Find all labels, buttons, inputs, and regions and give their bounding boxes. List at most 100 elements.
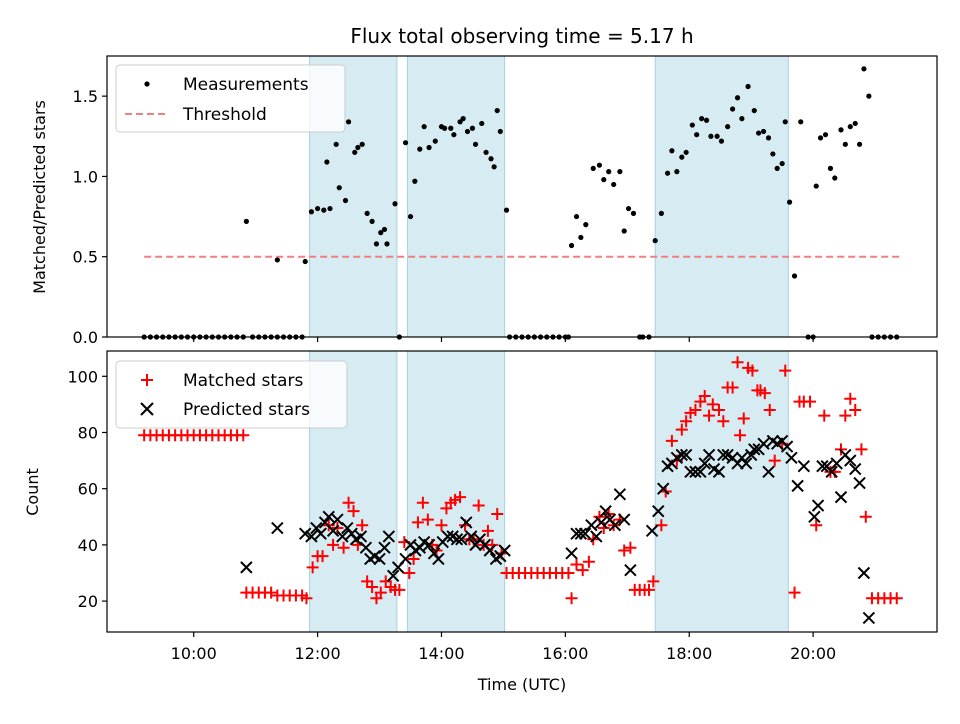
top-series-0-point-132 bbox=[817, 135, 824, 141]
top-ylabel: Matched/Predicted stars bbox=[30, 100, 49, 294]
bottom-series-0-point-30 bbox=[316, 550, 329, 563]
top-series-0-point-62 bbox=[464, 128, 471, 135]
bottom-series-1-point-92 bbox=[811, 499, 825, 512]
bottom-series-0-point-138 bbox=[859, 510, 872, 523]
top-series-0-point-41 bbox=[364, 210, 370, 216]
bottom-ytick-label-4: 100 bbox=[67, 367, 98, 386]
bottom-series-0-point-83 bbox=[582, 555, 595, 568]
bottom-series-0-point-109 bbox=[712, 404, 725, 417]
top-series-0-point-37 bbox=[345, 119, 352, 125]
top-series-0-point-33 bbox=[327, 205, 333, 212]
top-series-0-point-49 bbox=[402, 140, 409, 146]
top-series-0-point-126 bbox=[786, 199, 793, 205]
bottom-series-0-point-112 bbox=[726, 381, 739, 394]
bottom-xlabel: Time (UTC) bbox=[477, 675, 566, 694]
bottom-series-1-point-97 bbox=[834, 490, 848, 504]
bottom-series-0-point-104 bbox=[689, 404, 702, 417]
bottom-series-1-point-91 bbox=[808, 510, 821, 523]
bottom-series-1-point-20 bbox=[382, 530, 396, 543]
top-series-0-point-57 bbox=[441, 125, 448, 131]
bottom-series-1-point-100 bbox=[849, 462, 862, 476]
bottom-series-1-point-10 bbox=[336, 530, 349, 543]
top-series-0-point-142 bbox=[866, 93, 872, 99]
top-series-0-point-28 bbox=[302, 258, 308, 265]
top-series-0-point-40 bbox=[359, 141, 365, 147]
legend-measurements-marker bbox=[144, 81, 150, 87]
bottom-series-0-point-52 bbox=[421, 513, 434, 526]
top-series-0-point-83 bbox=[568, 242, 575, 249]
bottom-xtick-label-5: 20:00 bbox=[790, 644, 836, 663]
top-series-0-point-44 bbox=[378, 230, 384, 236]
top-legend-box bbox=[115, 64, 346, 133]
bottom-series-1-point-101 bbox=[853, 476, 866, 490]
bottom-series-1-point-82 bbox=[757, 437, 770, 450]
top-series-0-point-99 bbox=[652, 238, 658, 244]
top-series-0-point-60 bbox=[457, 119, 463, 125]
bottom-series-0-point-63 bbox=[472, 499, 485, 512]
bottom-series-0-point-32 bbox=[327, 538, 340, 551]
bottom-series-0-point-82 bbox=[576, 564, 589, 577]
bottom-series-0-point-115 bbox=[737, 412, 750, 425]
bottom-series-1-point-47 bbox=[574, 527, 588, 540]
top-series-0-point-31 bbox=[321, 207, 327, 213]
bottom-series-0-point-113 bbox=[731, 356, 744, 369]
top-series-0-point-47 bbox=[392, 201, 398, 207]
top-series-0-point-23 bbox=[274, 257, 280, 263]
top-series-0-point-65 bbox=[479, 120, 485, 127]
bottom-series-1-point-87 bbox=[780, 440, 794, 453]
top-series-0-point-87 bbox=[590, 165, 596, 171]
bottom-series-0-point-121 bbox=[763, 404, 776, 417]
bottom-series-0-point-28 bbox=[306, 561, 319, 574]
bottom-series-0-point-124 bbox=[779, 364, 792, 377]
bottom-series-1-point-19 bbox=[378, 541, 391, 554]
top-series-0-point-85 bbox=[578, 234, 584, 241]
top-series-0-point-45 bbox=[381, 226, 388, 233]
top-series-0-point-135 bbox=[832, 175, 838, 181]
bottom-series-0-point-128 bbox=[804, 395, 817, 408]
top-series-0-point-125 bbox=[782, 119, 788, 125]
top-axes-frame bbox=[106, 55, 938, 338]
bottom-series-1-point-23 bbox=[399, 552, 412, 566]
bottom-series-0-point-49 bbox=[407, 552, 420, 565]
bottom-series-0-point-51 bbox=[416, 496, 429, 509]
top-series-0-point-102 bbox=[669, 148, 675, 154]
top-series-0-point-88 bbox=[596, 162, 603, 168]
bottom-series-0-point-46 bbox=[393, 583, 406, 596]
top-series-0-point-111 bbox=[714, 133, 720, 139]
bottom-series-1-point-65 bbox=[679, 448, 693, 462]
bottom-series-1-point-9 bbox=[331, 513, 344, 526]
bottom-series-1-point-51 bbox=[595, 516, 608, 529]
top-series-0-point-140 bbox=[856, 141, 863, 147]
bottom-xtick-label-3: 16:00 bbox=[542, 644, 588, 663]
top-series-0-point-101 bbox=[664, 170, 671, 176]
bottom-legend: Matched stars Predicted stars bbox=[115, 360, 348, 429]
bottom-series-0-point-117 bbox=[746, 364, 759, 377]
top-series-0-point-104 bbox=[679, 154, 685, 160]
bottom-series-0-point-80 bbox=[565, 592, 578, 605]
top-series-0-point-54 bbox=[426, 144, 432, 151]
bottom-series-0-point-106 bbox=[698, 389, 711, 402]
legend-measurements-label: Measurements bbox=[183, 75, 309, 95]
bottom-ytick-label-1: 40 bbox=[78, 536, 98, 555]
top-series-0-point-114 bbox=[729, 106, 736, 112]
top-series-0-point-103 bbox=[674, 169, 680, 175]
bottom-series-1-point-35 bbox=[455, 533, 468, 546]
top-series-0-point-100 bbox=[658, 210, 664, 216]
top-series-0-point-136 bbox=[838, 127, 844, 133]
top-series-0-point-138 bbox=[847, 124, 853, 130]
top-series-0-point-120 bbox=[760, 128, 767, 135]
top-series-0-point-68 bbox=[491, 164, 497, 170]
bottom-series-0-point-50 bbox=[411, 516, 424, 529]
top-series-0-point-69 bbox=[494, 107, 500, 114]
bottom-series-1-point-88 bbox=[785, 451, 798, 464]
top-series-0-point-63 bbox=[469, 125, 476, 131]
bottom-series-1-point-30 bbox=[432, 552, 445, 566]
bottom-series-1-point-72 bbox=[712, 465, 726, 479]
top-series-0-point-17 bbox=[243, 218, 249, 224]
bottom-series-1-point-34 bbox=[450, 533, 464, 546]
top-series-0-point-124 bbox=[779, 160, 785, 167]
bottom-series-1-point-32 bbox=[441, 530, 454, 543]
bottom-series-1-point-64 bbox=[675, 448, 689, 462]
top-series-0-point-50 bbox=[407, 213, 414, 220]
top-series-0-point-71 bbox=[503, 207, 510, 213]
